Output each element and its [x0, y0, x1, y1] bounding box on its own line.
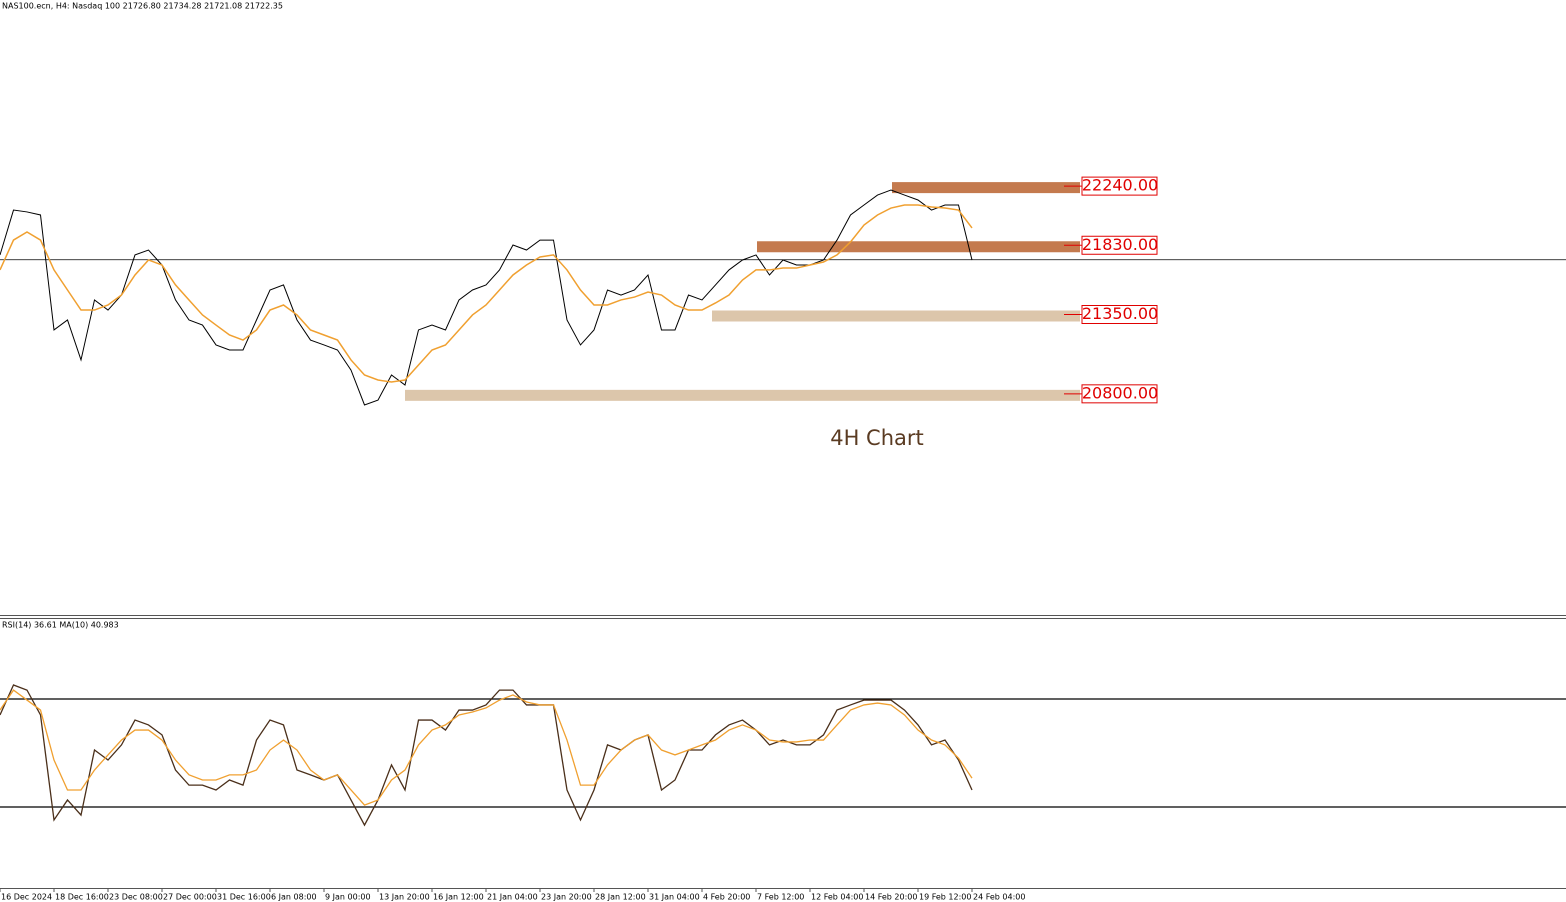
- x-tick-label: 19 Feb 12:00: [919, 893, 971, 902]
- x-tick-label: 13 Jan 20:00: [379, 893, 430, 902]
- zone: [712, 310, 1080, 322]
- level-box: [1081, 176, 1158, 196]
- x-tick-label: 14 Feb 20:00: [865, 893, 917, 902]
- level-label: 21350.00: [1082, 304, 1158, 323]
- level-label: 21830.00: [1082, 235, 1158, 254]
- level-box: [1081, 305, 1158, 324]
- x-tick-label: 6 Jan 08:00: [271, 893, 317, 902]
- level-label: 22240.00: [1082, 176, 1158, 195]
- x-tick-label: 4 Feb 20:00: [703, 893, 750, 902]
- series-line: [0, 689, 973, 806]
- x-tick-label: 31 Jan 04:00: [649, 893, 700, 902]
- x-tick-label: 27 Dec 00:00: [163, 893, 217, 902]
- rsi-header: RSI(14) 36.61 MA(10) 40.983: [2, 621, 119, 630]
- x-tick-label: 9 Jan 00:00: [325, 893, 371, 902]
- level-box: [1081, 235, 1158, 255]
- x-tick-label: 12 Feb 04:00: [811, 893, 863, 902]
- x-tick-label: 31 Dec 16:00: [217, 893, 271, 902]
- zone: [757, 241, 1080, 253]
- annotation: 4H Chart: [830, 426, 924, 450]
- x-tick-label: 16 Jan 12:00: [433, 893, 484, 902]
- x-tick-label: 24 Feb 04:00: [973, 893, 1025, 902]
- x-tick-label: 23 Jan 20:00: [541, 893, 592, 902]
- level-box: [1081, 384, 1158, 404]
- series-line: [0, 684, 973, 827]
- zone: [892, 182, 1080, 194]
- x-tick-label: 18 Dec 16:00: [55, 893, 109, 902]
- zone: [405, 389, 1080, 401]
- x-tick-label: 21 Jan 04:00: [487, 893, 538, 902]
- x-tick-label: 7 Feb 12:00: [757, 893, 804, 902]
- x-tick-label: 23 Dec 08:00: [109, 893, 163, 902]
- level-label: 20800.00: [1082, 383, 1158, 402]
- price-header: NAS100.ecn, H4: Nasdaq 100 21726.80 2173…: [2, 2, 283, 11]
- series-line: [0, 204, 973, 383]
- x-tick-label: 28 Jan 12:00: [595, 893, 646, 902]
- x-tick-label: 16 Dec 2024: [1, 893, 52, 902]
